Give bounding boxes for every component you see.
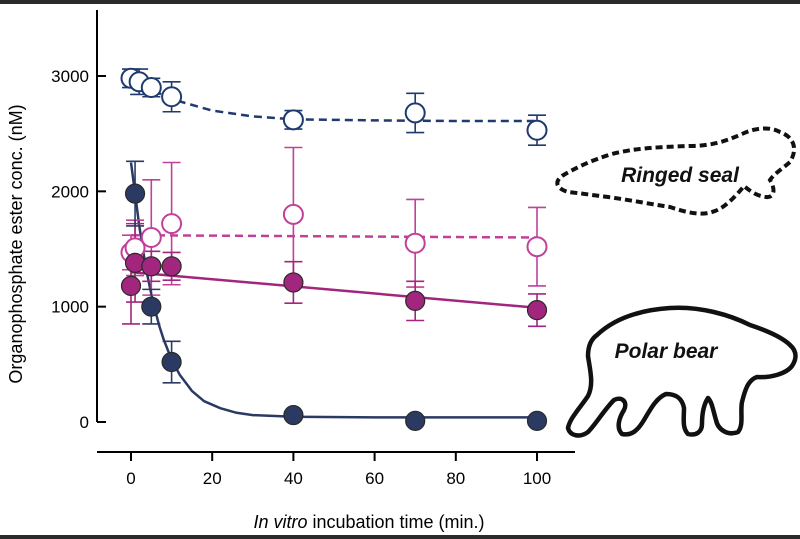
x-tick-label: 20: [203, 469, 222, 488]
x-tick-label: 0: [126, 469, 135, 488]
fit-line-bear-magenta-open: [130, 233, 538, 239]
data-point-seal-dark-open: [404, 102, 426, 124]
x-tick-label: 80: [446, 469, 465, 488]
x-tick-label: 100: [523, 469, 551, 488]
data-point-bear-dark-filled: [141, 296, 162, 317]
data-point-bear-dark-filled: [161, 351, 182, 373]
data-point-bear-dark-filled: [526, 410, 548, 431]
polar-bear-outline-icon: [565, 305, 798, 438]
x-axis-label-rest: incubation time (min.): [307, 512, 484, 532]
data-point-bear-magenta-filled: [283, 272, 304, 293]
x-tick-label: 60: [365, 469, 384, 488]
markers: [120, 67, 548, 431]
data-point-bear-magenta-open: [526, 236, 548, 258]
data-point-bear-magenta-open: [140, 226, 162, 248]
ringed-seal-outline-icon: [555, 126, 797, 216]
ringed-seal-label: Ringed seal: [621, 164, 740, 187]
y-ticks: 0 1000 2000 3000: [51, 67, 106, 432]
data-point-bear-magenta-filled: [141, 256, 162, 277]
data-point-bear-dark-filled: [405, 410, 426, 431]
data-point-bear-magenta-filled: [526, 300, 548, 321]
polar-bear-label: Polar bear: [615, 340, 720, 363]
x-axis-label-italic: In vitro: [253, 512, 307, 532]
y-tick-label: 1000: [51, 298, 89, 317]
y-tick-label: 0: [80, 413, 89, 432]
plot-area: 0 1000 2000 3000 0 20 40 60 80 100: [51, 10, 575, 488]
data-point-bear-dark-filled: [283, 404, 304, 426]
data-point-bear-magenta-open: [161, 213, 183, 235]
data-point-bear-magenta-open: [404, 232, 426, 254]
bottom-border: [0, 535, 800, 539]
data-point-bear-magenta-filled: [161, 256, 182, 277]
y-tick-label: 3000: [51, 67, 89, 86]
y-tick-label: 2000: [51, 182, 89, 201]
data-point-seal-dark-open: [140, 77, 162, 99]
fit-line-bear-magenta-filled: [130, 270, 538, 310]
y-axis-label: Organophosphate ester conc. (nM): [6, 104, 26, 383]
data-point-bear-magenta-open: [282, 203, 304, 225]
data-point-seal-dark-open: [526, 119, 548, 141]
x-ticks: 0 20 40 60 80 100: [126, 452, 551, 488]
x-axis-label: In vitro incubation time (min.): [253, 512, 484, 532]
data-point-seal-dark-open: [161, 86, 183, 108]
data-point-bear-magenta-filled: [405, 290, 426, 311]
data-point-bear-magenta-filled: [120, 275, 142, 297]
top-border: [0, 0, 800, 4]
x-tick-label: 40: [284, 469, 303, 488]
data-point-seal-dark-open: [282, 109, 304, 131]
data-point-bear-magenta-filled: [124, 252, 146, 273]
data-point-bear-dark-filled: [124, 183, 146, 204]
